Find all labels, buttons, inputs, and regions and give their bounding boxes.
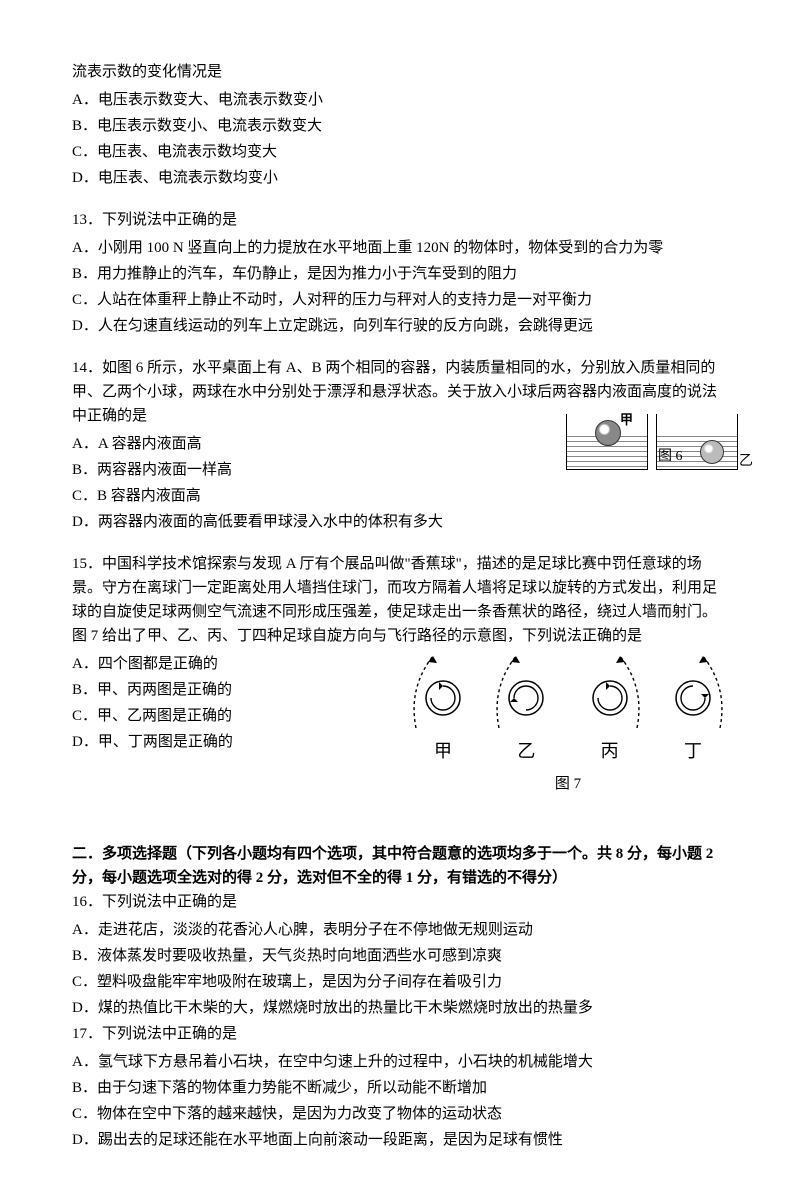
q13-opt-d: D．人在匀速直线运动的列车上立定跳远，向列车行驶的反方向跳，会跳得更远	[72, 314, 728, 338]
q16-options: A．走进花店，淡淡的花香沁人心脾，表明分子在不停地做无规则运动 B．液体蒸发时要…	[72, 918, 728, 1020]
ball-yi-suspended	[700, 440, 724, 464]
label-yi: 乙	[739, 451, 753, 473]
q12-stem: 流表示数的变化情况是	[72, 60, 728, 84]
section-2-title: 二．多项选择题（下列各小题均有四个选项，其中符合题意的选项均多于一个。共 8 分…	[72, 842, 728, 890]
q16-opt-c: C．塑料吸盘能牢牢地吸附在玻璃上，是因为分子间存在着吸引力	[72, 970, 728, 994]
q13-opt-b: B．用力推静止的汽车，车仍静止，是因为推力小于汽车受到的阻力	[72, 262, 728, 286]
spinball-yi: 乙	[491, 648, 561, 766]
q17-stem: 17．下列说法中正确的是	[72, 1022, 728, 1046]
q14-opt-c: C．B 容器内液面高	[72, 484, 728, 508]
q13: 13．下列说法中正确的是 A．小刚用 100 N 竖直向上的力提放在水平地面上重…	[72, 208, 728, 338]
q16: 16．下列说法中正确的是 A．走进花店，淡淡的花香沁人心脾，表明分子在不停地做无…	[72, 890, 728, 1020]
q17-options: A．氢气球下方悬吊着小石块，在空中匀速上升的过程中，小石块的机械能增大 B．由于…	[72, 1050, 728, 1152]
q13-stem: 13．下列说法中正确的是	[72, 208, 728, 232]
q17-opt-b: B．由于匀速下落的物体重力势能不断减少，所以动能不断增加	[72, 1076, 728, 1100]
q16-opt-d: D．煤的热值比干木柴的大，煤燃烧时放出的热量比干木柴燃烧时放出的热量多	[72, 996, 728, 1020]
q14-opt-d: D．两容器内液面的高低要看甲球浸入水中的体积有多大	[72, 510, 728, 534]
label-yi-ball: 乙	[491, 737, 561, 766]
q16-opt-b: B．液体蒸发时要吸收热量，天气炎热时向地面洒些水可感到凉爽	[72, 944, 728, 968]
figure-6-caption: 图 6	[658, 446, 683, 468]
q12-opt-d: D．电压表、电流表示数均变小	[72, 166, 728, 190]
q16-opt-a: A．走进花店，淡淡的花香沁人心脾，表明分子在不停地做无规则运动	[72, 918, 728, 942]
q17-opt-a: A．氢气球下方悬吊着小石块，在空中匀速上升的过程中，小石块的机械能增大	[72, 1050, 728, 1074]
label-bing-ball: 丙	[575, 737, 645, 766]
q12-opt-c: C．电压表、电流表示数均变大	[72, 140, 728, 164]
q13-opt-a: A．小刚用 100 N 竖直向上的力提放在水平地面上重 120N 的物体时，物体…	[72, 236, 728, 260]
q16-stem: 16．下列说法中正确的是	[72, 890, 728, 914]
q15: 15．中国科学技术馆探索与发现 A 厅有个展品叫做"香蕉球"，描述的是足球比赛中…	[72, 552, 728, 816]
figure-6: 甲 乙 图 6	[566, 414, 738, 470]
q15-stem: 15．中国科学技术馆探索与发现 A 厅有个展品叫做"香蕉球"，描述的是足球比赛中…	[72, 552, 728, 648]
label-ding-ball: 丁	[658, 737, 728, 766]
figure-7-caption: 图 7	[398, 772, 738, 796]
q13-opt-c: C．人站在体重秤上静止不动时，人对秤的压力与秤对人的支持力是一对平衡力	[72, 288, 728, 312]
ball-jia-floating	[595, 420, 621, 446]
figure-7: 甲 乙 丙	[398, 648, 738, 796]
q12-opt-b: B．电压表示数变小、电流表示数变大	[72, 114, 728, 138]
q17: 17．下列说法中正确的是 A．氢气球下方悬吊着小石块，在空中匀速上升的过程中，小…	[72, 1022, 728, 1152]
spinball-bing: 丙	[575, 648, 645, 766]
q17-opt-c: C．物体在空中下落的越来越快，是因为力改变了物体的运动状态	[72, 1102, 728, 1126]
q13-options: A．小刚用 100 N 竖直向上的力提放在水平地面上重 120N 的物体时，物体…	[72, 236, 728, 338]
spinball-jia: 甲	[408, 648, 478, 766]
q12-options: A．电压表示数变大、电流表示数变小 B．电压表示数变小、电流表示数变大 C．电压…	[72, 88, 728, 190]
label-jia: 甲	[620, 410, 633, 431]
q14: 14．如图 6 所示，水平桌面上有 A、B 两个相同的容器，内装质量相同的水，分…	[72, 356, 728, 534]
vessel-a: 甲	[566, 414, 648, 470]
q12-opt-a: A．电压表示数变大、电流表示数变小	[72, 88, 728, 112]
spinball-ding: 丁	[658, 648, 728, 766]
label-jia-ball: 甲	[408, 737, 478, 766]
